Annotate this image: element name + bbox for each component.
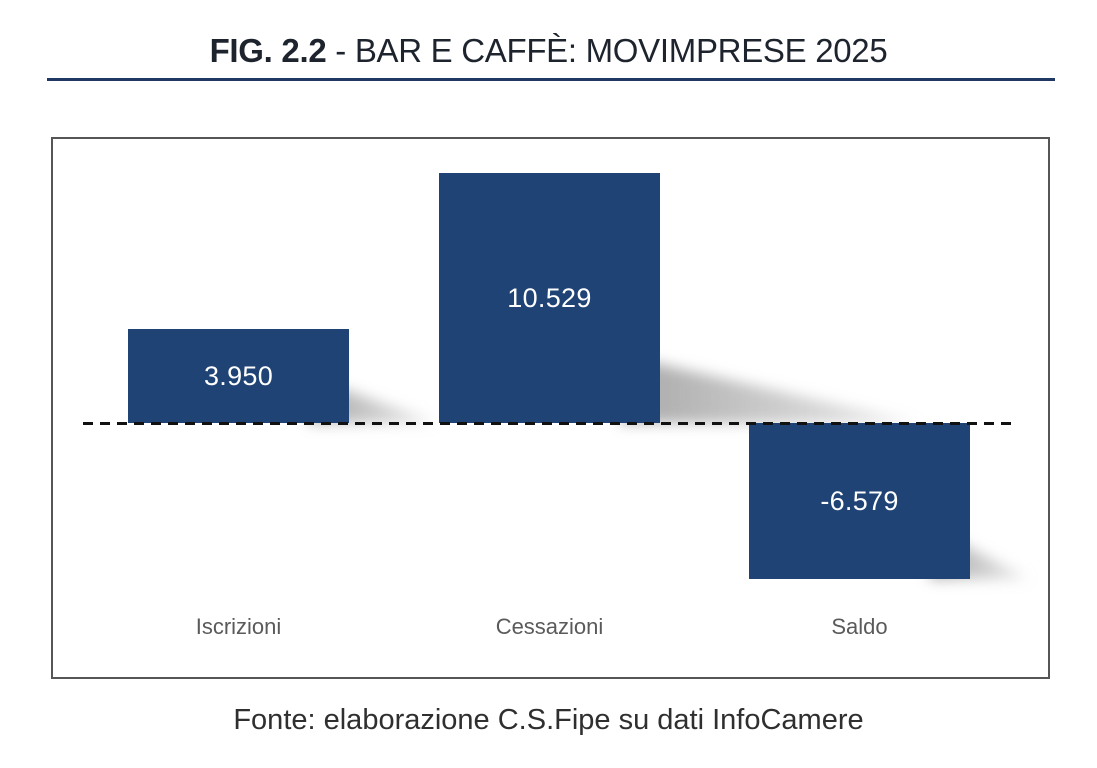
bar-saldo: -6.579	[749, 423, 970, 579]
bar-value-label: -6.579	[820, 485, 899, 516]
figure-number: FIG. 2.2	[209, 32, 327, 69]
bar-shadow-shape	[620, 355, 920, 423]
bar-iscrizioni: 3.950	[128, 329, 349, 423]
category-label-iscrizioni: Iscrizioni	[195, 614, 282, 639]
source-note: Fonte: elaborazione C.S.Fipe su dati Inf…	[233, 704, 864, 736]
bar-shadow-cessazioni	[620, 355, 920, 423]
chart-frame: 3.950 Iscrizioni 10.529 Cessazioni -6.579 Sal…	[51, 137, 1050, 679]
bar-value-label: 3.950	[203, 360, 274, 391]
figure-title-text: - BAR E CAFFÈ: MOVIMPRESE 2025	[326, 32, 888, 69]
figure-title: FIG. 2.2 - BAR E CAFFÈ: MOVIMPRESE 2025	[0, 32, 1097, 70]
bar-cessazioni: 10.529	[439, 173, 660, 423]
bar-value-label: 10.529	[507, 282, 592, 313]
zero-baseline-dashed	[83, 422, 1018, 425]
title-underline	[47, 78, 1055, 81]
category-label-saldo: Saldo	[831, 614, 888, 639]
category-label-cessazioni: Cessazioni	[495, 614, 604, 639]
